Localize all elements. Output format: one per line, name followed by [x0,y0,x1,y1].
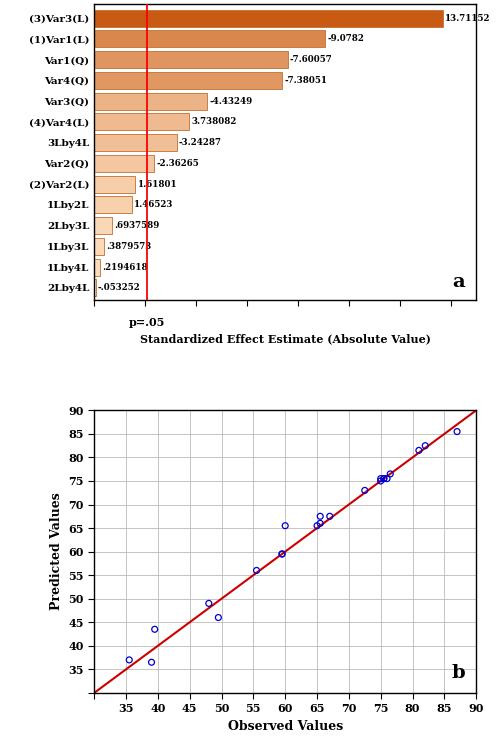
Text: .2194618: .2194618 [102,263,147,272]
Point [361,484,369,496]
Text: -4.43249: -4.43249 [209,97,252,106]
Point [380,472,388,484]
Point [316,510,324,522]
Text: -.053252: -.053252 [98,283,140,292]
Text: -3.24287: -3.24287 [179,138,222,148]
Text: a: a [452,273,465,291]
Bar [94,259,100,276]
Bar [94,113,189,130]
Point [380,472,388,484]
Point [421,440,429,451]
Point [376,472,384,484]
Bar [94,176,135,193]
Text: 1.61801: 1.61801 [137,180,177,188]
Point [278,548,286,560]
Bar [94,72,282,89]
Bar [94,238,104,255]
Text: -7.60057: -7.60057 [290,55,332,64]
Bar [94,197,131,213]
Point [252,565,260,577]
Point [453,425,461,437]
Text: Standardized Effect Estimate (Absolute Value): Standardized Effect Estimate (Absolute V… [140,333,431,344]
Text: p=.05: p=.05 [128,317,165,328]
Text: 1.46523: 1.46523 [133,200,173,209]
Bar [94,31,325,48]
Point [151,624,159,635]
Text: .3879573: .3879573 [106,242,151,251]
X-axis label: Observed Values: Observed Values [228,720,343,733]
Text: -2.36265: -2.36265 [156,159,199,168]
Text: -9.0782: -9.0782 [327,34,364,43]
Point [205,597,213,609]
Bar [94,155,154,172]
Text: .6937589: .6937589 [114,221,159,230]
Y-axis label: Predicted Values: Predicted Values [50,492,63,610]
Point [147,656,155,668]
Bar [94,217,112,234]
Text: 3.738082: 3.738082 [191,118,237,127]
Bar [94,134,177,151]
Bar [94,10,443,27]
Text: -7.38051: -7.38051 [284,76,327,85]
Point [214,612,222,624]
Bar [94,279,96,297]
Point [415,445,423,457]
Point [281,520,289,532]
Point [326,510,334,522]
Bar [94,92,207,110]
Point [386,468,394,480]
Point [125,654,133,666]
Bar [94,51,288,69]
Point [278,548,286,560]
Point [383,472,391,484]
Text: 13.71152: 13.71152 [445,13,491,23]
Point [316,517,324,529]
Point [376,475,384,487]
Point [313,520,321,532]
Text: b: b [451,664,465,682]
